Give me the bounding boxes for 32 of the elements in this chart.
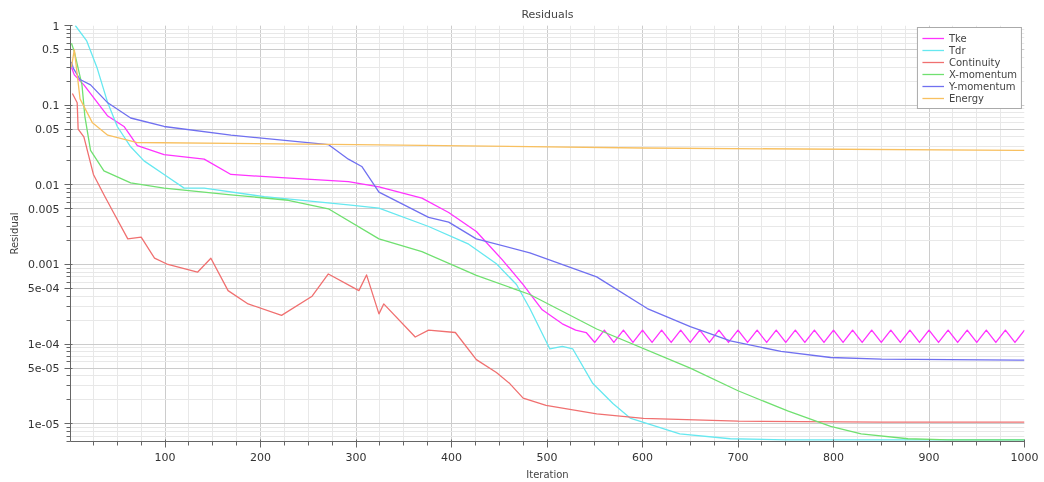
x-tick-label: 700 [727, 450, 749, 464]
line-series [70, 48, 1025, 152]
y-tick-label: 0.01 [35, 178, 60, 192]
x-tick-label: 400 [441, 450, 463, 464]
x-tick-label: 500 [536, 450, 558, 464]
x-tick-label: 200 [250, 450, 272, 464]
y-tick-label: 0.005 [28, 202, 60, 216]
y-tick-label: 5e-04 [27, 282, 60, 296]
legend-label: Y-momentum [948, 80, 1016, 92]
legend-label: Tke [948, 32, 968, 44]
legend-label: X-momentum [948, 68, 1017, 80]
legend-label: Continuity [948, 56, 1001, 68]
y-tick-label: 5e-05 [27, 362, 60, 376]
x-tick-label: 100 [154, 450, 176, 464]
y-tick-label: 1e-05 [27, 417, 60, 431]
y-tick-label: 0.001 [28, 258, 60, 272]
chart-title: Residuals [521, 7, 574, 21]
y-tick-label: 1e-04 [27, 338, 60, 352]
x-tick-label: 800 [823, 450, 845, 464]
legend-label: Tdr [948, 44, 967, 56]
x-tick-label: 300 [345, 450, 367, 464]
line-series [71, 92, 1025, 423]
y-tick-label: 0.5 [42, 43, 60, 57]
y-tick-label: 1 [52, 19, 60, 33]
x-tick-label: 1000 [1010, 450, 1039, 464]
x-tick-label: 900 [918, 450, 940, 464]
legend-label: Energy [948, 92, 984, 104]
y-tick-label: 0.1 [42, 99, 60, 113]
x-tick-label: 600 [632, 450, 654, 464]
y-axis-title: Residual [8, 212, 20, 255]
y-tick-label: 0.05 [35, 123, 60, 137]
x-axis-title: Iteration [526, 468, 569, 480]
